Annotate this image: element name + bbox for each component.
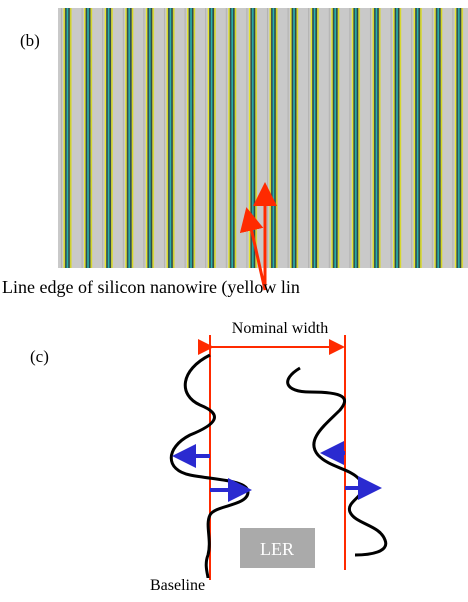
ler-label: LER <box>260 539 294 559</box>
edge-curve <box>288 368 386 555</box>
panel-label: (c) <box>30 347 49 366</box>
panel-label: (b) <box>20 31 40 50</box>
caption: Line edge of silicon nanowire (yellow li… <box>2 277 300 298</box>
page: (b) Line edge of silicon nanowire (yello… <box>0 0 468 597</box>
figure: (b) Line edge of silicon nanowire (yello… <box>0 0 468 597</box>
sem-image <box>58 8 468 268</box>
baseline-label: Baseline <box>150 577 205 594</box>
nominal-width-label: Nominal width <box>232 320 328 337</box>
